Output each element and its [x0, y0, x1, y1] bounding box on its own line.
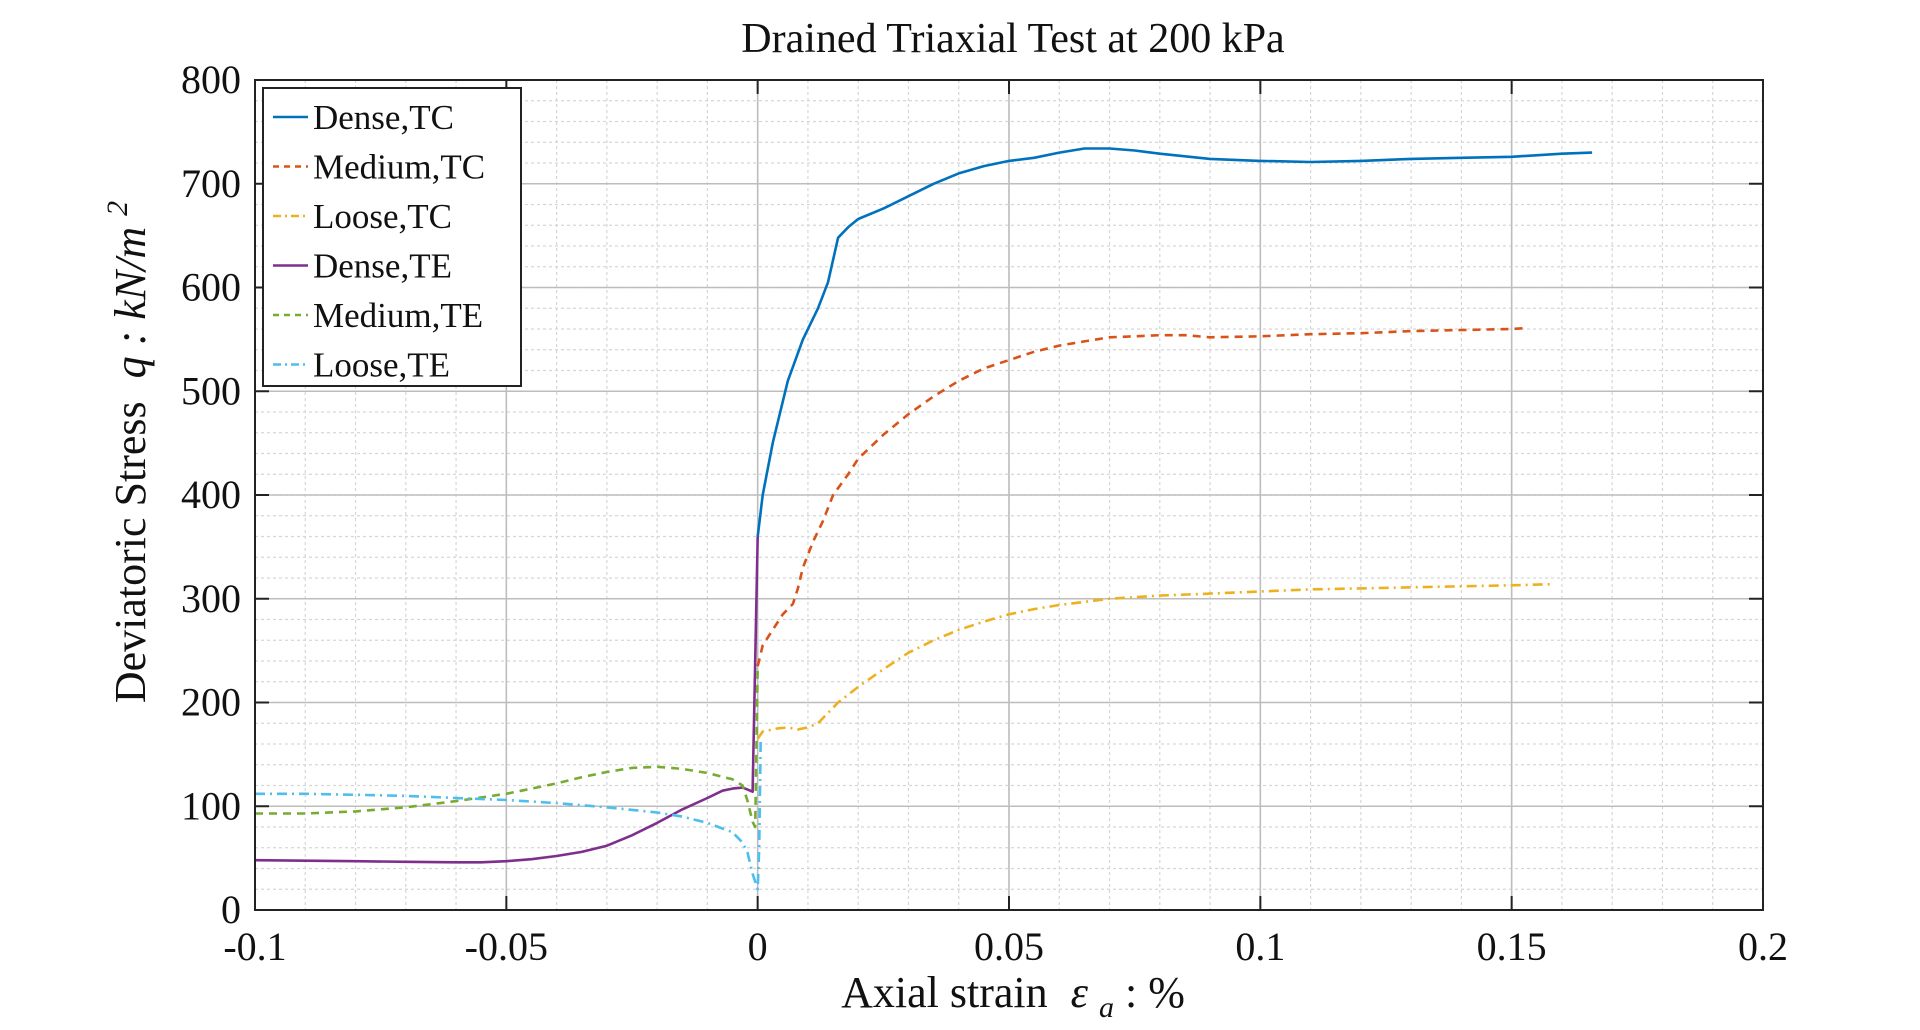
y-tick-label: 800	[181, 57, 241, 102]
x-tick-label: -0.05	[465, 924, 548, 969]
axis-ticks	[254, 79, 1764, 911]
x-axis-label-text: Axial strain	[841, 968, 1048, 1017]
series-line-1	[756, 147, 1593, 537]
y-tick-label: 0	[221, 887, 241, 932]
y-axis-label: Deviatoric Stress q : kN/m 2	[101, 201, 155, 703]
y-tick-label: 300	[181, 576, 241, 621]
series-line-5	[255, 666, 759, 829]
legend-box	[262, 87, 522, 387]
y-tick-label: 100	[181, 783, 241, 828]
x-axis-subscript: a	[1099, 991, 1114, 1024]
legend-label-5: Medium,TE	[313, 296, 483, 335]
x-tick-label: 0.15	[1477, 924, 1547, 969]
x-tick-label: 0.05	[974, 924, 1044, 969]
series-line-6	[255, 738, 762, 891]
x-tick-label: 0	[748, 924, 768, 969]
y-tick-label: 400	[181, 472, 241, 517]
series-line-3	[756, 582, 1552, 740]
legend-label-1: Dense,TC	[313, 98, 454, 137]
y-tick-labels: 0 100 200 300 400 500 600 700 800	[181, 57, 241, 932]
chart-title: Drained Triaxial Test at 200 kPa	[741, 16, 1285, 62]
x-tick-label: 0.1	[1235, 924, 1285, 969]
y-axis-superscript: 2	[101, 201, 134, 216]
y-tick-label: 500	[181, 368, 241, 413]
x-axis-suffix: : %	[1125, 968, 1185, 1017]
x-tick-label: 0.2	[1738, 924, 1788, 969]
series-line-2	[756, 326, 1527, 667]
series-line-4	[254, 536, 759, 864]
y-axis-symbol: q : kN/m	[106, 227, 155, 379]
y-tick-label: 200	[181, 680, 241, 725]
x-axis-symbol: ε	[1071, 968, 1089, 1017]
y-axis-label-text: Deviatoric Stress	[106, 401, 155, 703]
x-tick-label: -0.1	[223, 924, 286, 969]
legend-label-6: Loose,TE	[313, 346, 450, 385]
legend-items: Dense,TC Medium,TC Loose,TC Dense,TE Medium,…	[273, 98, 485, 385]
x-tick-labels: -0.1 -0.05 0 0.05 0.1 0.15 0.2	[223, 924, 1788, 969]
legend-label-4: Dense,TE	[313, 247, 452, 286]
x-axis-label: Axial strain ε a : %	[841, 968, 1185, 1025]
legend-label-2: Medium,TC	[313, 148, 485, 187]
legend: Dense,TC Medium,TC Loose,TC Dense,TE Medium,…	[262, 87, 522, 387]
y-tick-label: 700	[181, 161, 241, 206]
legend-label-3: Loose,TC	[313, 197, 452, 236]
y-tick-label: 600	[181, 265, 241, 310]
series-layer	[254, 147, 1593, 891]
